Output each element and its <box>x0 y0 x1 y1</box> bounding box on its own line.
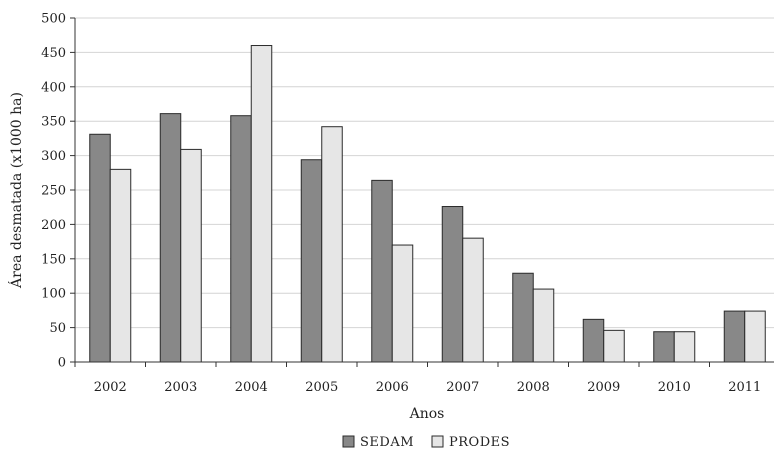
y-tick-label: 400 <box>41 80 66 95</box>
y-tick-label: 150 <box>41 252 66 267</box>
bar-prodes-2009 <box>603 329 625 363</box>
bar-sedam-2008 <box>512 272 534 363</box>
x-tick-labels: 2002 2003 2004 2005 2006 2007 2008 2009 2010 2011 <box>74 362 761 395</box>
bar-prodes-2002 <box>109 168 132 363</box>
x-tick-label-2002: 2002 <box>94 380 127 395</box>
bar-sedam-2011 <box>723 310 746 363</box>
y-tick-label: 50 <box>49 321 66 336</box>
bar-prodes-2003 <box>180 148 202 363</box>
y-tick-label: 450 <box>41 46 66 61</box>
bar-sedam-2002 <box>89 133 111 363</box>
x-axis-title: Anos <box>409 406 445 422</box>
y-tick-label: 350 <box>41 115 66 130</box>
legend-label-sedam: SEDAM <box>360 435 414 450</box>
y-tick-label: 200 <box>41 218 66 233</box>
y-tick-label: 500 <box>41 12 66 27</box>
bar-sedam-2007 <box>441 206 464 363</box>
bar-prodes-2008 <box>532 288 555 363</box>
x-tick-label-2011: 2011 <box>728 380 761 395</box>
legend-swatch-sedam <box>342 435 355 448</box>
bar-prodes-2006 <box>391 244 414 363</box>
bar-sedam-2010 <box>653 331 675 363</box>
x-tick-label-2007: 2007 <box>446 380 479 395</box>
legend-label-prodes: PRODES <box>449 435 510 450</box>
legend: SEDAM PRODES <box>342 435 510 450</box>
bars <box>89 45 766 363</box>
x-tick-label-2008: 2008 <box>517 380 550 395</box>
bar-sedam-2003 <box>159 113 182 363</box>
bar-sedam-2009 <box>582 318 605 363</box>
x-tick-label-2009: 2009 <box>587 380 620 395</box>
bar-prodes-2011 <box>744 310 766 363</box>
y-tick-label: 250 <box>41 184 66 199</box>
y-axis-title: Área desmatada (x1000 ha) <box>7 92 25 289</box>
bar-sedam-2005 <box>300 159 323 363</box>
x-tick-label-2005: 2005 <box>305 380 338 395</box>
y-tick-label: 100 <box>41 287 66 302</box>
bar-prodes-2004 <box>250 45 273 363</box>
bar-sedam-2004 <box>230 115 252 363</box>
bar-prodes-2005 <box>321 126 343 363</box>
y-tick-label: 0 <box>58 356 66 371</box>
x-tick-label-2003: 2003 <box>164 380 197 395</box>
bar-prodes-2007 <box>462 237 484 363</box>
y-tick-labels: 0 50 100 150 200 250 300 350 400 450 500 <box>41 12 75 371</box>
x-tick-label-2004: 2004 <box>235 380 268 395</box>
x-tick-label-2010: 2010 <box>658 380 691 395</box>
bar-sedam-2006 <box>371 179 393 363</box>
x-tick-label-2006: 2006 <box>376 380 409 395</box>
y-tick-label: 300 <box>41 149 66 164</box>
legend-swatch-prodes <box>431 435 444 448</box>
bar-prodes-2010 <box>673 331 696 363</box>
